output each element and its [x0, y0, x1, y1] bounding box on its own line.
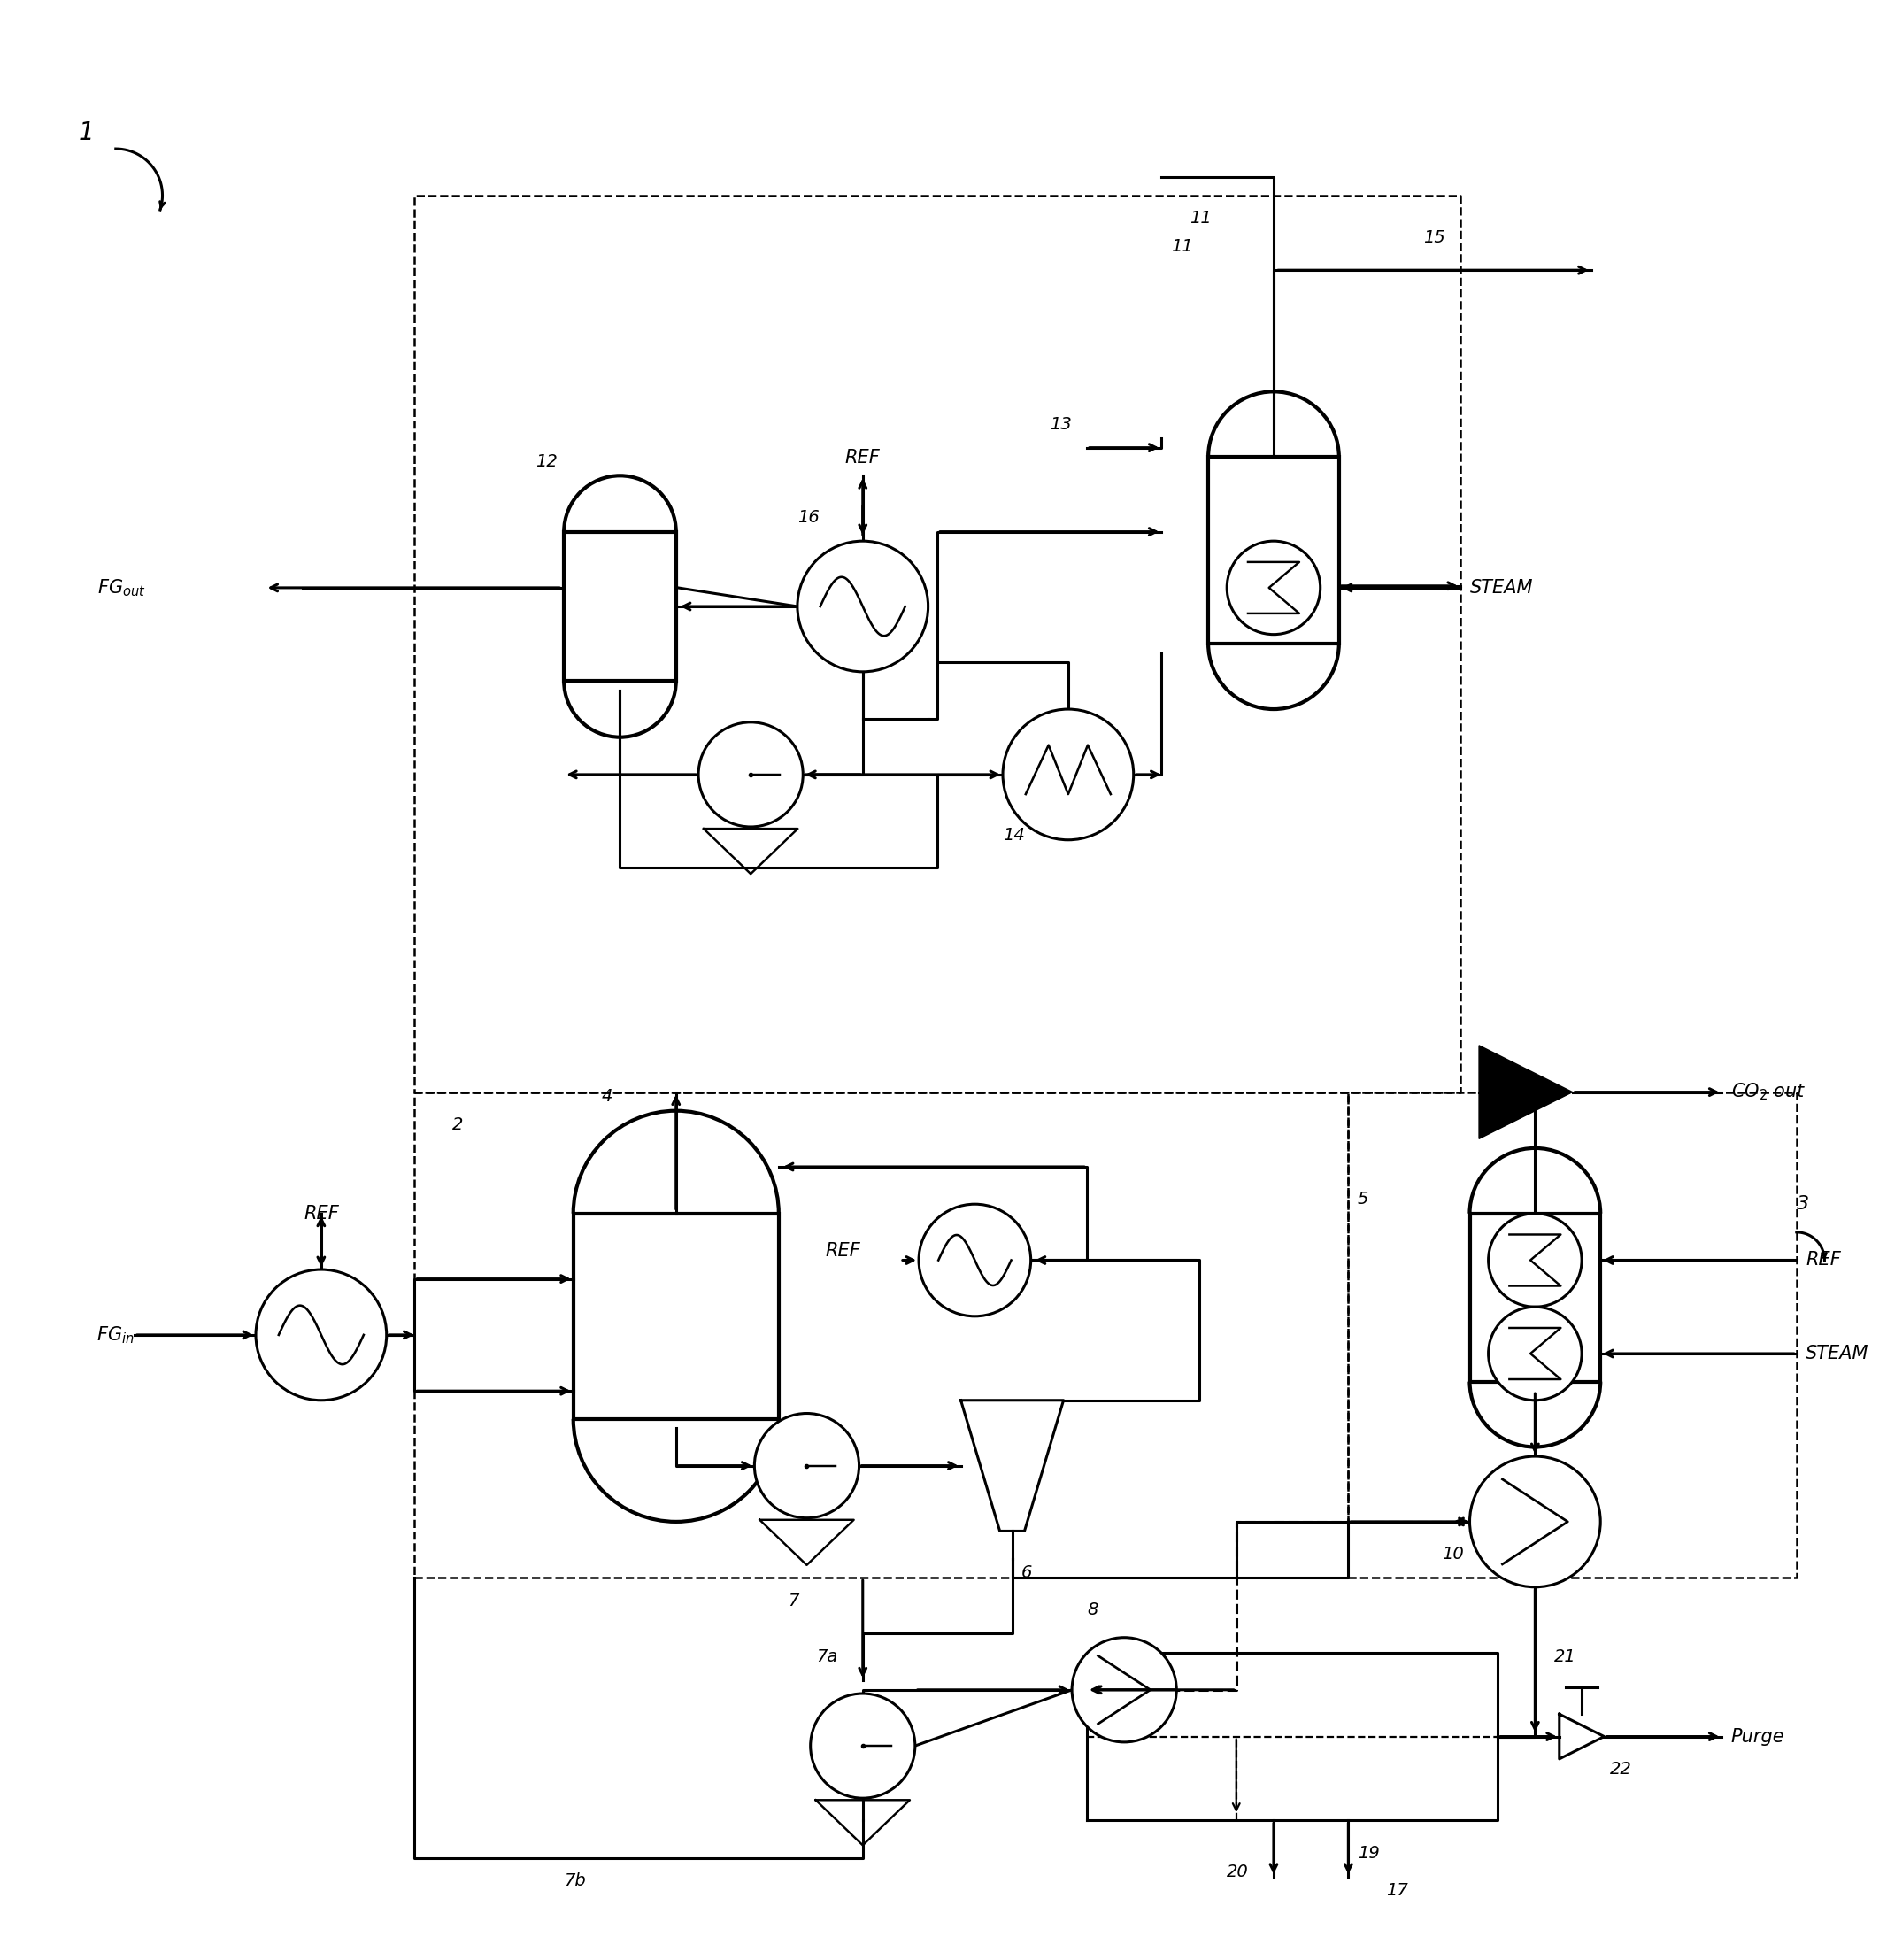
Text: $FG_{in}$: $FG_{in}$	[96, 1325, 134, 1345]
Text: REF: REF	[845, 449, 881, 466]
Text: STEAM: STEAM	[1806, 1345, 1870, 1362]
Text: 12: 12	[536, 453, 559, 470]
Text: 20: 20	[1227, 1864, 1249, 1880]
Text: 13: 13	[1049, 416, 1072, 433]
Circle shape	[257, 1270, 387, 1399]
Bar	[564, 531, 676, 682]
Bar	[1208, 457, 1340, 643]
Text: 3: 3	[1796, 1196, 1810, 1213]
Text: REF: REF	[304, 1205, 340, 1223]
Text: STEAM: STEAM	[1470, 578, 1532, 596]
Text: 5: 5	[1357, 1192, 1368, 1207]
Text: 21: 21	[1553, 1648, 1576, 1666]
Circle shape	[1002, 710, 1134, 841]
Text: $FG_{out}$: $FG_{out}$	[96, 578, 145, 598]
Text: 14: 14	[1002, 827, 1025, 843]
Text: 17: 17	[1385, 1882, 1408, 1899]
Polygon shape	[1479, 1045, 1572, 1139]
Text: 4: 4	[602, 1088, 611, 1105]
Text: 18: 18	[1087, 1705, 1110, 1721]
Text: 7a: 7a	[815, 1648, 838, 1666]
Circle shape	[1489, 1307, 1581, 1399]
Text: 16: 16	[798, 510, 819, 525]
Circle shape	[1489, 1213, 1581, 1307]
Text: $CO_2$ out: $CO_2$ out	[1730, 1082, 1806, 1103]
Text: 15: 15	[1423, 229, 1445, 245]
Bar	[574, 1213, 779, 1419]
Bar	[1470, 1213, 1600, 1382]
Text: 11: 11	[1172, 239, 1193, 255]
Circle shape	[755, 1413, 859, 1517]
Text: 11: 11	[1189, 210, 1211, 227]
Text: REF: REF	[1806, 1250, 1842, 1268]
Circle shape	[1072, 1637, 1176, 1742]
Text: 8: 8	[1087, 1601, 1098, 1619]
Circle shape	[698, 721, 804, 827]
Circle shape	[919, 1203, 1030, 1317]
Text: 6: 6	[1021, 1564, 1032, 1582]
Text: 7b: 7b	[564, 1872, 585, 1889]
Text: 22: 22	[1610, 1760, 1632, 1778]
Text: REF: REF	[825, 1243, 860, 1260]
Text: 19: 19	[1357, 1844, 1379, 1862]
Text: 1: 1	[79, 120, 94, 145]
Text: 7: 7	[789, 1592, 798, 1609]
Text: Purge: Purge	[1730, 1727, 1785, 1744]
Circle shape	[798, 541, 928, 672]
Circle shape	[1470, 1456, 1600, 1588]
Text: 2: 2	[451, 1115, 462, 1133]
Text: 10: 10	[1442, 1546, 1464, 1562]
Circle shape	[810, 1693, 915, 1797]
Circle shape	[1227, 541, 1321, 635]
Text: 9: 9	[1106, 1648, 1117, 1666]
